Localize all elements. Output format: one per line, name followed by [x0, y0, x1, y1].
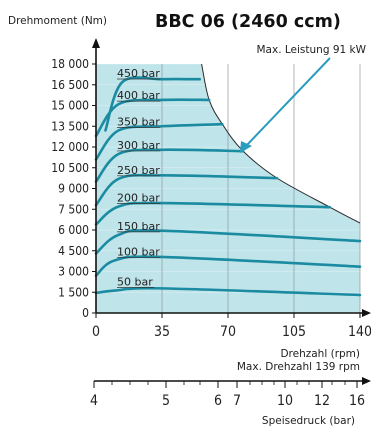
power-envelope-region: [201, 64, 360, 224]
y-tick-label: 12 000: [51, 140, 89, 154]
series-line-250-bar: [94, 173, 279, 207]
series-label-200-bar: 200 bar: [117, 191, 160, 204]
x-axis-arrow: [362, 309, 371, 317]
secondary-tick-label: 5: [162, 393, 170, 409]
series-label-350-bar: 350 bar: [117, 115, 160, 128]
x-tick-label: 70: [220, 324, 236, 340]
annotation-arrow: [240, 57, 331, 153]
series-label-400-bar: 400 bar: [117, 89, 160, 102]
series-label-150-bar: 150 bar: [117, 220, 160, 233]
series-line-50-bar: [94, 286, 362, 297]
secondary-axis-label: Speisedruck (bar): [262, 415, 355, 427]
series-line-400-bar: [94, 98, 211, 138]
x-axis-note: Max. Drehzahl 139 rpm: [237, 361, 360, 373]
series-label-450-bar: 450 bar: [117, 67, 160, 80]
y-tick-label: 1 500: [58, 285, 89, 299]
secondary-axis-arrow: [362, 377, 371, 385]
secondary-axis: [94, 377, 371, 385]
secondary-tick-label: 10: [277, 393, 293, 409]
y-tick-label: 4 500: [58, 244, 89, 258]
chart-title: BBC 06 (2460 ccm): [155, 12, 341, 32]
axes: [92, 38, 371, 317]
x-tick-label: 140: [348, 324, 371, 340]
series-line-100-bar: [94, 255, 362, 277]
series-group: 50 bar 100 bar 150 bar 200 bar 250 bar 300 ba…: [94, 67, 362, 297]
series-label-50-bar: 50 bar: [117, 276, 153, 289]
secondary-tick-label: 7: [233, 393, 241, 409]
y-tick-label: 9 000: [58, 182, 89, 196]
series-line-350-bar: [94, 122, 224, 161]
series-label-100-bar: 100 bar: [117, 245, 160, 258]
y-tick-labels: 0 1 500 3 000 4 500 6 000 7 500 9 000 10 500 12 …: [51, 57, 96, 320]
y-axis-label: Drehmoment (Nm): [8, 15, 107, 27]
annotation-label: Max. Leistung 91 kW: [257, 44, 367, 56]
series-line-150-bar: [94, 229, 362, 255]
x-tick-labels: 0 35 70 105 140: [92, 313, 371, 340]
y-tick-label: 10 500: [51, 161, 89, 175]
series-line-200-bar: [94, 201, 332, 226]
x-tick-label: 35: [154, 324, 170, 340]
y-tick-label: 0: [82, 306, 89, 320]
series-label-250-bar: 250 bar: [117, 164, 160, 177]
y-tick-label: 15 000: [51, 99, 89, 113]
y-tick-label: 6 000: [58, 223, 89, 237]
y-tick-label: 3 000: [58, 265, 89, 279]
y-axis-arrow: [92, 38, 100, 48]
series-line-450-bar: [104, 76, 202, 132]
secondary-tick-label: 16: [349, 393, 365, 409]
x-axis-label: Drehzahl (rpm): [280, 348, 360, 360]
secondary-tick-label: 12: [314, 393, 330, 409]
x-tick-label: 105: [282, 324, 306, 340]
x-tick-label: 0: [92, 324, 100, 340]
secondary-tick-label: 4: [90, 393, 98, 409]
y-tick-label: 18 000: [51, 57, 89, 71]
y-tick-label: 7 500: [58, 202, 89, 216]
secondary-tick-label: 6: [214, 393, 222, 409]
series-label-300-bar: 300 bar: [117, 139, 160, 152]
y-tick-label: 16 500: [51, 78, 89, 92]
secondary-tick-labels: 4 5 6 7 10 12 16: [90, 381, 365, 409]
y-tick-label: 13 500: [51, 119, 89, 133]
annotation-background: [240, 41, 368, 57]
series-line-300-bar: [94, 148, 245, 183]
